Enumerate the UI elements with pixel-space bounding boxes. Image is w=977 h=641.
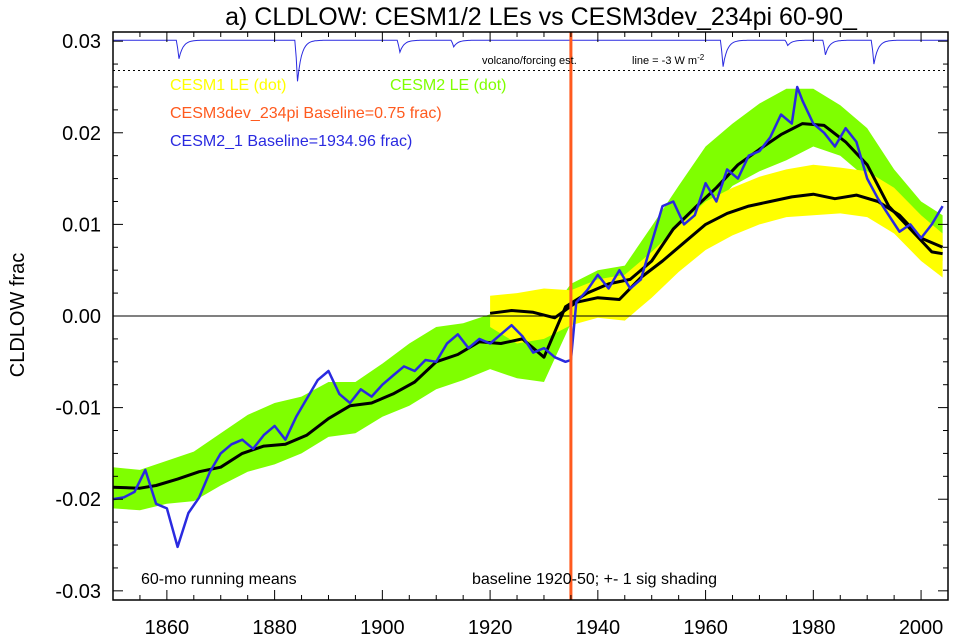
y-tick-label: -0.03 xyxy=(55,581,101,603)
legend-entry-cesm2-1: CESM2_1 Baseline=1934.96 frac) xyxy=(170,133,412,150)
plot-content xyxy=(113,32,948,600)
line-scale-superscript: -2 xyxy=(697,53,705,62)
x-tick-label: 1960 xyxy=(683,617,728,639)
axes: 1860 1880 1900 1920 1940 1960 1980 2000 -0.03 -0.… xyxy=(55,31,949,639)
running-mean-note: 60-mo running means xyxy=(141,571,297,588)
y-tick-label: 0.00 xyxy=(62,306,101,328)
legend-entry-cesm3: CESM3dev_234pi Baseline=0.75 frac) xyxy=(170,105,442,122)
series-line-cesm2-1 xyxy=(113,85,944,549)
legend-entry-cesm2: CESM2 LE (dot) xyxy=(390,77,506,94)
y-tick-label: 0.03 xyxy=(62,31,101,53)
volcano-note: volcano/forcing est. xyxy=(482,55,577,67)
y-tick-label: 0.01 xyxy=(62,214,101,236)
y-tick-label: -0.01 xyxy=(55,398,101,420)
series-line-cesm1-mean xyxy=(489,192,944,320)
line-scale-note: line = -3 W m-2 xyxy=(632,53,705,67)
legend-entry-cesm1: CESM1 LE (dot) xyxy=(170,77,286,94)
legend: CESM1 LE (dot) CESM2 LE (dot) CESM3dev_2… xyxy=(170,77,506,150)
x-tick-label: 1860 xyxy=(145,617,190,639)
y-tick-label: 0.02 xyxy=(62,123,101,145)
plot-area xyxy=(113,32,948,600)
line-scale-text: line = -3 W m xyxy=(632,55,697,67)
band-cesm2 xyxy=(113,88,943,511)
x-tick-label: 2000 xyxy=(899,617,944,639)
x-tick-label: 1980 xyxy=(791,617,836,639)
x-tick-label: 1940 xyxy=(576,617,621,639)
x-tick-label: 1900 xyxy=(360,617,405,639)
baseline-note: baseline 1920-50; +- 1 sig shading xyxy=(472,571,717,588)
y-tick-label: -0.02 xyxy=(55,489,101,511)
annotations: 60-mo running means baseline 1920-50; +-… xyxy=(141,53,717,588)
x-tick-label: 1880 xyxy=(252,617,297,639)
y-axis-label: CLDLOW frac xyxy=(7,253,29,377)
chart-title: a) CLDLOW: CESM1/2 LEs vs CESM3dev_234pi… xyxy=(225,3,858,31)
volcano-forcing-trace xyxy=(113,39,948,82)
x-tick-label: 1920 xyxy=(468,617,513,639)
